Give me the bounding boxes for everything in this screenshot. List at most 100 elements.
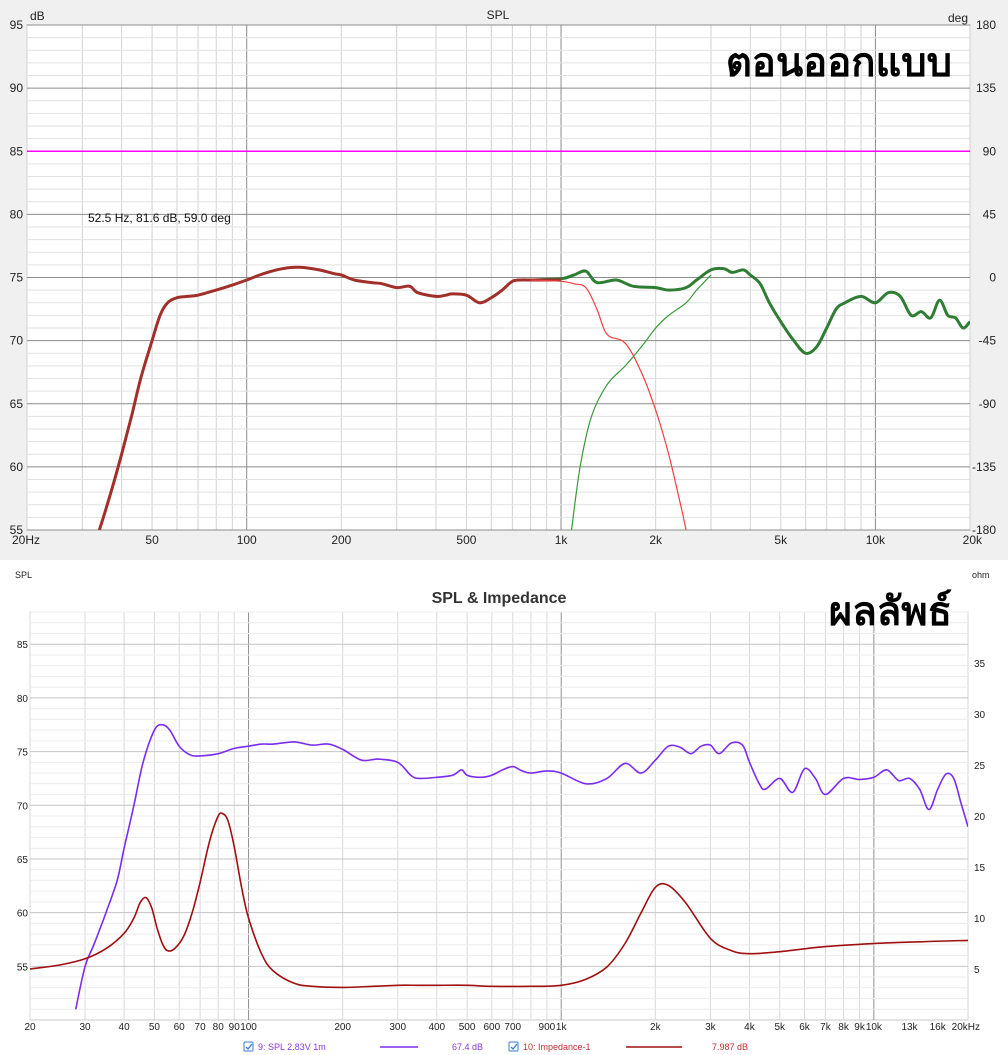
legend-checkbox — [508, 1041, 519, 1052]
spl-design-chart: 20Hz 50 100 200 500 1k 2k 5k 10k 20k 55 60 65 70 75 80 8… — [0, 0, 1008, 560]
top-y-tick-label: 85 — [10, 144, 24, 158]
top-y2-tick-label: -90 — [979, 397, 997, 411]
bottom-x-tick-label: 8k — [838, 1022, 850, 1033]
top-series-line-2 — [97, 265, 561, 530]
bottom-x-tick-label: 30 — [79, 1022, 91, 1033]
top-y2-tick-label: 45 — [983, 207, 997, 221]
top-y2-tick-label: 180 — [976, 18, 996, 32]
bottom-y-tick-label: 75 — [17, 748, 29, 759]
bottom-x-tick-label: 60 — [174, 1022, 186, 1033]
bottom-x-tick-label: 50 — [149, 1022, 161, 1033]
bottom-y2-tick-label: 30 — [974, 710, 986, 721]
bottom-x-tick-label: 100 — [240, 1022, 257, 1033]
bottom-grid — [29, 611, 969, 1020]
top-y2-tick-label: -180 — [972, 523, 996, 537]
bottom-y-tick-label: 65 — [17, 855, 29, 866]
top-y-tick-label: 95 — [10, 18, 24, 32]
bottom-x-tick-label: 4k — [744, 1022, 756, 1033]
bottom-x-tick-label: 10k — [866, 1022, 883, 1033]
top-right-unit: deg — [948, 11, 968, 25]
bottom-x-tick-label: 20kHz — [952, 1022, 980, 1033]
bottom-y-tick-label: 85 — [17, 640, 29, 651]
bottom-left-unit: SPL — [15, 570, 32, 580]
top-y-tick-label: 90 — [10, 81, 24, 95]
top-chart-title: SPL — [487, 8, 510, 22]
legend: 9: SPL 2.83V 1m 67.4 dB 10: Impedance-1 7.9… — [243, 1041, 748, 1052]
bottom-x-tick-label: 500 — [459, 1022, 476, 1033]
legend-label: 9: SPL 2.83V 1m — [258, 1042, 326, 1052]
bottom-y2-tick-label: 15 — [974, 863, 986, 874]
top-x-tick-label: 20Hz — [12, 533, 40, 547]
bottom-x-tick-label: 3k — [705, 1022, 717, 1033]
legend-checkbox — [243, 1041, 254, 1052]
top-y2-tick-label: 90 — [983, 144, 997, 158]
bottom-x-tick-label: 300 — [389, 1022, 406, 1033]
top-x-tick-label: 2k — [649, 533, 663, 547]
legend-value: 67.4 dB — [452, 1042, 483, 1052]
bottom-x-tick-label: 6k — [799, 1022, 811, 1033]
top-y-tick-label: 70 — [10, 334, 24, 348]
bottom-right-unit: ohm — [972, 570, 990, 580]
bottom-x-tick-label: 400 — [428, 1022, 445, 1033]
top-x-tick-label: 500 — [456, 533, 476, 547]
check-icon — [510, 1043, 518, 1050]
top-y-tick-label: 80 — [10, 207, 24, 221]
bottom-x-tick-label: 900 — [539, 1022, 556, 1033]
bottom-series-group — [30, 723, 968, 1010]
top-y-tick-label: 75 — [10, 271, 24, 285]
bottom-y2-tick-label: 5 — [974, 965, 980, 976]
bottom-y2-tick-label: 20 — [974, 812, 986, 823]
top-series-line-4 — [570, 274, 712, 530]
result-annotation: ผลลัพธ์ — [829, 589, 952, 635]
top-series-line-1 — [530, 266, 970, 355]
bottom-x-tick-label: 13k — [901, 1022, 918, 1033]
top-y-tick-label: 65 — [10, 397, 24, 411]
bottom-y-tick-label: 55 — [17, 962, 29, 973]
top-y-tick-label: 55 — [10, 523, 24, 537]
bottom-x-tick-label: 9k — [854, 1022, 866, 1033]
top-x-tick-label: 1k — [555, 533, 569, 547]
bottom-x-tick-label: 200 — [334, 1022, 351, 1033]
bottom-x-tick-label: 80 — [213, 1022, 225, 1033]
top-left-unit: dB — [30, 9, 45, 23]
top-x-tick-label: 10k — [866, 533, 886, 547]
bottom-y2-tick-label: 25 — [974, 761, 986, 772]
bottom-y2-tick-label: 10 — [974, 914, 986, 925]
top-x-tick-label: 50 — [145, 533, 159, 547]
bottom-x-tick-label: 16k — [930, 1022, 947, 1033]
check-icon — [245, 1043, 253, 1050]
top-y2-tick-label: 135 — [976, 81, 996, 95]
bottom-x-tick-label: 600 — [484, 1022, 501, 1033]
top-x-tick-label: 20k — [963, 533, 983, 547]
bottom-x-tick-label: 70 — [195, 1022, 207, 1033]
spl-impedance-result-chart: 20 30 40 50 60 70 80 90 100 200 300 400 500 600 700 900… — [0, 560, 1008, 1055]
bottom-series-line-0 — [74, 723, 968, 1010]
legend-item[interactable]: 9: SPL 2.83V 1m 67.4 dB — [243, 1041, 483, 1052]
design-annotation: ตอนออกแบบ — [726, 40, 952, 86]
top-y2-tick-label: -45 — [979, 334, 997, 348]
cursor-readout: 52.5 Hz, 81.6 dB, 59.0 deg — [88, 211, 231, 225]
top-series-line-3 — [530, 279, 687, 530]
top-x-tick-label: 100 — [237, 533, 257, 547]
top-y2-tick-label: 0 — [989, 271, 996, 285]
top-y2-tick-label: -135 — [972, 460, 996, 474]
bottom-x-tick-label: 40 — [119, 1022, 131, 1033]
legend-label: 10: Impedance-1 — [523, 1042, 591, 1052]
bottom-y-tick-label: 70 — [17, 801, 29, 812]
bottom-x-tick-label: 90 — [229, 1022, 241, 1033]
bottom-y2-tick-label: 35 — [974, 659, 986, 670]
bottom-series-line-1 — [30, 812, 968, 989]
bottom-x-tick-label: 700 — [504, 1022, 521, 1033]
legend-value: 7.987 dB — [712, 1042, 748, 1052]
bottom-x-tick-label: 5k — [774, 1022, 786, 1033]
top-grid — [26, 24, 971, 531]
bottom-x-tick-label: 1k — [556, 1022, 568, 1033]
legend-item[interactable]: 10: Impedance-1 7.987 dB — [508, 1041, 748, 1052]
top-y-tick-label: 60 — [10, 460, 24, 474]
bottom-y-tick-label: 80 — [17, 694, 29, 705]
bottom-chart-title: SPL & Impedance — [432, 590, 567, 607]
top-series-group — [27, 150, 970, 530]
bottom-x-tick-label: 7k — [820, 1022, 832, 1033]
bottom-x-tick-label: 2k — [650, 1022, 662, 1033]
top-x-tick-label: 200 — [331, 533, 351, 547]
